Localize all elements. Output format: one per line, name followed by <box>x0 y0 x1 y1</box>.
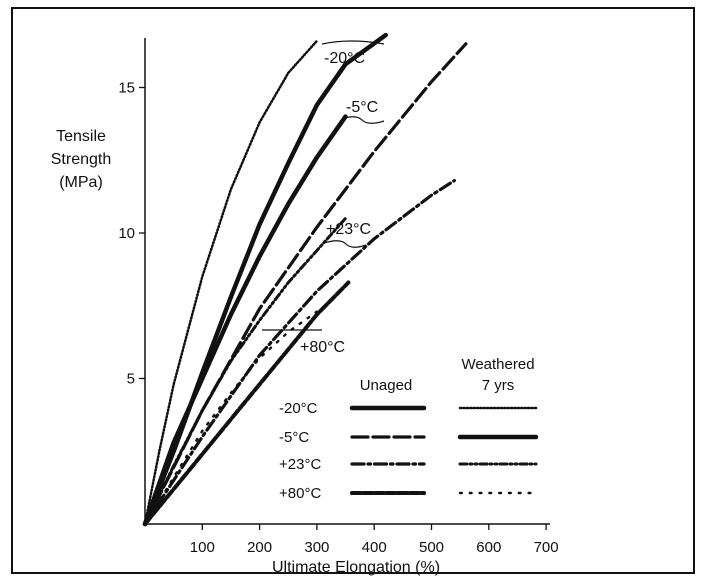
y-tick-label-10: 10 <box>118 225 135 242</box>
annotation-plus80: +80°C <box>300 339 345 356</box>
annotation-brace-plus23 <box>323 240 367 248</box>
annotations: -20°C -5°C +23°C +80°C <box>262 40 385 356</box>
legend-label-minus5: -5°C <box>279 429 309 446</box>
series-minus20-weathered <box>143 39 319 526</box>
x-tick-label-400: 400 <box>362 539 387 556</box>
y-tick-label-15: 15 <box>118 80 135 97</box>
y-axis-title-line-2: Strength <box>51 151 111 168</box>
annotation-brace-minus20 <box>321 40 385 45</box>
axes <box>144 38 550 525</box>
series-minus5-weathered <box>142 114 348 527</box>
x-axis-title: Ultimate Elongation (%) <box>272 559 440 576</box>
x-tick-label-200: 200 <box>247 539 272 556</box>
y-axis-title-line-3: (MPa) <box>59 174 103 191</box>
series-plus23-weathered <box>143 216 347 526</box>
legend: Unaged Weathered 7 yrs -20°C -5°C +23°C … <box>279 356 539 502</box>
legend-header-weathered-line-1: Weathered <box>461 356 534 373</box>
y-ticks: 5 10 15 <box>118 80 145 388</box>
legend-label-plus23: +23°C <box>279 456 321 473</box>
series-plus80-weathered <box>143 310 319 526</box>
legend-label-plus80: +80°C <box>279 485 321 502</box>
figure-frame <box>11 7 695 574</box>
x-ticks: 100 200 300 400 500 600 700 <box>190 524 559 556</box>
y-axis-title: Tensile Strength (MPa) <box>51 128 111 191</box>
x-tick-label-500: 500 <box>419 539 444 556</box>
annotation-minus20: -20°C <box>324 50 365 67</box>
x-tick-label-100: 100 <box>190 539 215 556</box>
legend-label-minus20: -20°C <box>279 400 318 417</box>
series-plus80-unaged <box>143 280 351 526</box>
annotation-brace-minus5 <box>341 116 385 124</box>
annotation-minus5: -5°C <box>346 99 378 116</box>
legend-header-weathered-line-2: 7 yrs <box>482 377 515 394</box>
x-tick-label-600: 600 <box>476 539 501 556</box>
x-tick-label-700: 700 <box>534 539 559 556</box>
legend-swatches <box>349 405 539 495</box>
series-layer <box>142 32 468 527</box>
series-plus23-unaged <box>143 179 456 526</box>
y-tick-label-5: 5 <box>127 371 135 388</box>
x-tick-label-300: 300 <box>304 539 329 556</box>
annotation-plus23: +23°C <box>326 221 371 238</box>
y-axis-title-line-1: Tensile <box>56 128 106 145</box>
legend-header-unaged: Unaged <box>360 377 413 394</box>
